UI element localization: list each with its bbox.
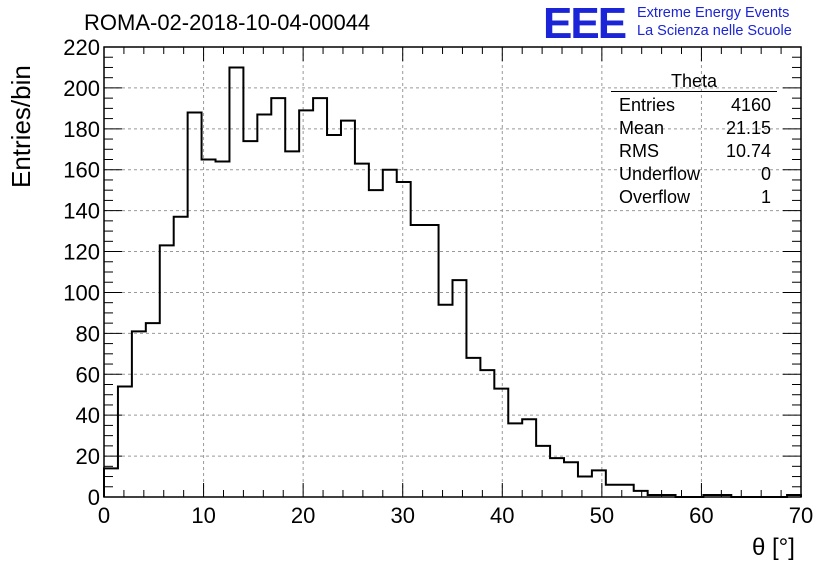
- y-tick-label: 140: [63, 199, 100, 224]
- stats-value: 0: [760, 164, 771, 184]
- stats-label: Mean: [619, 118, 665, 138]
- x-tick-label: 20: [291, 503, 315, 528]
- logo-line-1: Extreme Energy Events: [637, 5, 790, 21]
- y-tick-label: 120: [63, 240, 100, 265]
- y-tick-label: 60: [76, 362, 100, 387]
- x-tick-label: 30: [390, 503, 414, 528]
- stats-box: Theta Entries 4160 Mean 21.15 RMS 10.74 …: [611, 72, 777, 209]
- x-tick-label: 40: [490, 503, 514, 528]
- stats-row-underflow: Underflow 0: [611, 163, 777, 186]
- stats-value: 21.15: [725, 118, 771, 138]
- y-tick-label: 40: [76, 403, 100, 428]
- x-tick-label: 50: [590, 503, 614, 528]
- x-tick-label: 70: [789, 503, 813, 528]
- x-tick-label: 10: [191, 503, 215, 528]
- eee-logo: EEE: [543, 0, 627, 48]
- stats-title: Theta: [611, 72, 777, 92]
- histogram-step-line: [103, 66, 802, 498]
- y-tick-labels: 0 20 40 60 80 100 120 140 160 180 200 220: [63, 35, 100, 510]
- stats-value: 10.74: [725, 141, 771, 161]
- y-tick-label: 20: [76, 444, 100, 469]
- stats-row-mean: Mean 21.15: [611, 117, 777, 140]
- stats-label: RMS: [619, 141, 659, 161]
- axis-ticks: [103, 46, 802, 498]
- x-tick-labels: 0 10 20 30 40 50 60 70: [98, 503, 813, 528]
- stats-label: Underflow: [619, 164, 701, 184]
- y-tick-label: 220: [63, 35, 100, 60]
- stats-label: Overflow: [619, 187, 691, 207]
- y-tick-label: 80: [76, 321, 100, 346]
- stats-label: Entries: [619, 95, 676, 115]
- y-tick-label: 200: [63, 76, 100, 101]
- x-tick-label: 60: [689, 503, 713, 528]
- grid-lines: [104, 47, 801, 497]
- y-tick-label: 160: [63, 158, 100, 183]
- y-tick-label: 100: [63, 280, 100, 305]
- stats-row-overflow: Overflow 1: [611, 186, 777, 209]
- x-tick-label: 0: [98, 503, 110, 528]
- x-axis-label: θ [°]: [752, 534, 795, 561]
- stats-row-rms: RMS 10.74: [611, 140, 777, 163]
- stats-row-entries: Entries 4160: [611, 94, 777, 117]
- y-tick-label: 180: [63, 117, 100, 142]
- logo-caption: Extreme Energy Events La Scienza nelle S…: [637, 4, 792, 40]
- stats-value: 4160: [730, 95, 771, 115]
- chart-title: ROMA-02-2018-10-04-00044: [84, 10, 371, 35]
- y-tick-label: 0: [88, 485, 100, 510]
- logo-line-2: La Scienza nelle Scuole: [637, 23, 792, 39]
- y-axis-label: Entries/bin: [6, 65, 36, 188]
- stats-value: 1: [760, 187, 771, 207]
- plot-frame: [103, 46, 802, 498]
